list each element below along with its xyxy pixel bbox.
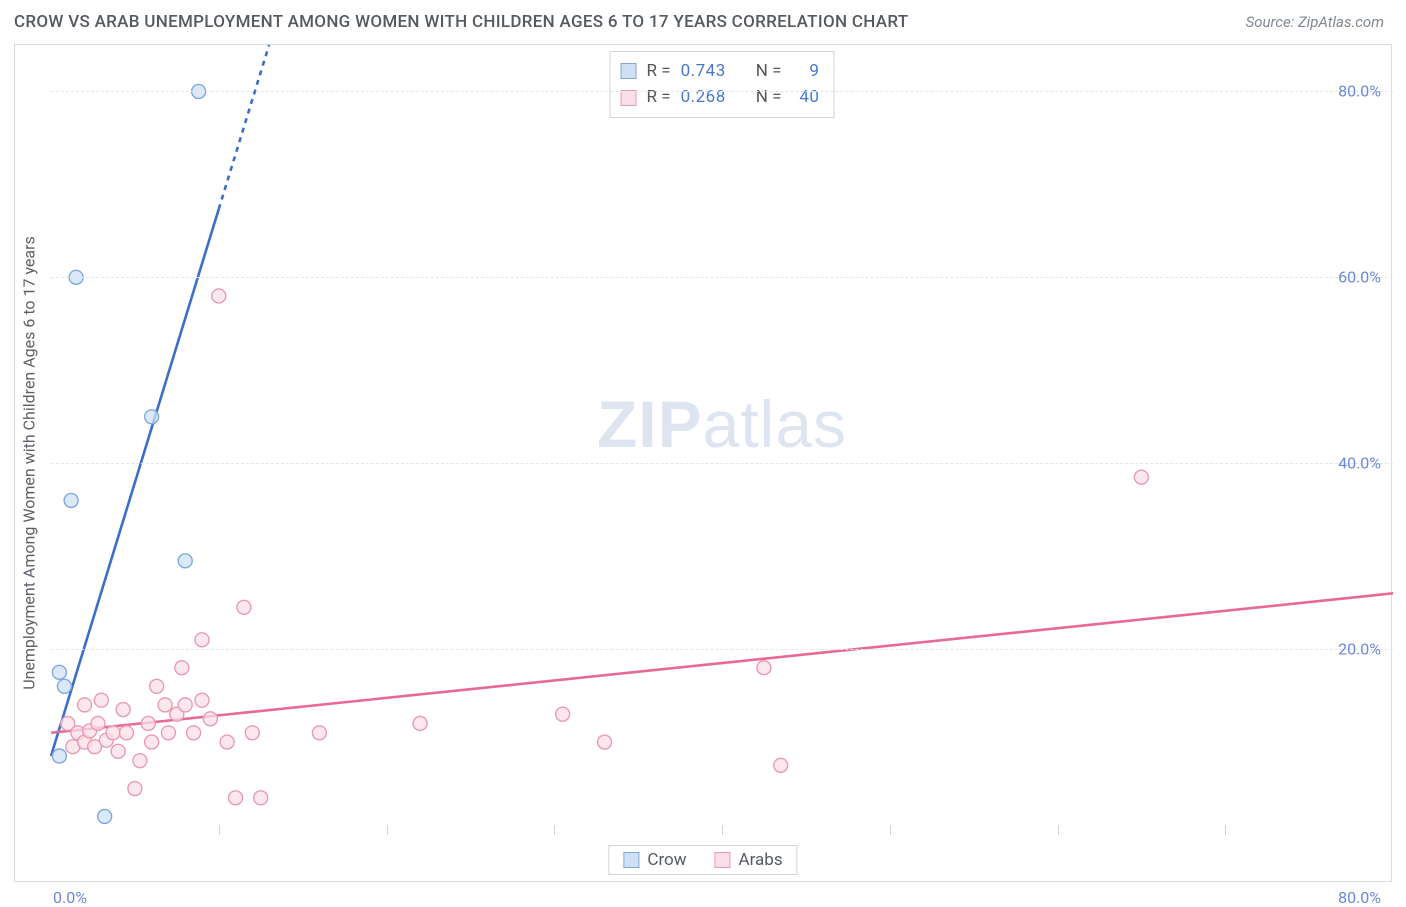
- legend-r-label: R =: [647, 84, 671, 110]
- scatter-point: [64, 493, 78, 507]
- x-minor-tick: [554, 825, 555, 835]
- scatter-point: [91, 716, 105, 730]
- scatter-point: [98, 809, 112, 823]
- scatter-point: [133, 754, 147, 768]
- y-tick-label: 80.0%: [1338, 82, 1387, 101]
- scatter-point: [145, 410, 159, 424]
- scatter-point: [145, 735, 159, 749]
- scatter-point: [237, 600, 251, 614]
- legend-n-label: N =: [756, 58, 782, 84]
- legend-r-label: R =: [647, 58, 671, 84]
- scatter-point: [88, 740, 102, 754]
- y-tick-label: 20.0%: [1338, 640, 1387, 659]
- scatter-point: [229, 791, 243, 805]
- scatter-point: [161, 726, 175, 740]
- legend-row-arabs: R = 0.268 N = 40: [621, 84, 820, 110]
- grid-line: [51, 91, 1393, 92]
- x-tick-min: 0.0%: [53, 888, 87, 907]
- legend-row-crow: R = 0.743 N = 9: [621, 58, 820, 84]
- trend-line: [51, 209, 219, 756]
- scatter-point: [195, 693, 209, 707]
- scatter-point: [94, 693, 108, 707]
- source-credit: Source: ZipAtlas.com: [1246, 13, 1384, 31]
- series-legend: Crow Arabs: [608, 845, 797, 875]
- scatter-point: [78, 735, 92, 749]
- grid-line: [51, 277, 1393, 278]
- plot-area: ZIPatlas R = 0.743 N = 9 R = 0.268 N = 4…: [51, 45, 1393, 835]
- scatter-point: [170, 707, 184, 721]
- scatter-point: [254, 791, 268, 805]
- correlation-legend: R = 0.743 N = 9 R = 0.268 N = 40: [610, 51, 835, 118]
- scatter-point: [158, 698, 172, 712]
- legend-crow-n: 9: [791, 58, 819, 84]
- x-tick-max: 80.0%: [1338, 888, 1381, 907]
- scatter-point: [195, 633, 209, 647]
- x-minor-tick: [890, 825, 891, 835]
- scatter-point: [119, 726, 133, 740]
- scatter-point: [52, 749, 66, 763]
- legend-item-arabs: Arabs: [715, 850, 783, 870]
- y-axis-label: Unemployment Among Women with Children A…: [20, 236, 39, 690]
- scatter-point: [220, 735, 234, 749]
- scatter-svg: [51, 45, 1393, 835]
- scatter-point: [413, 716, 427, 730]
- scatter-point: [78, 698, 92, 712]
- x-minor-tick: [387, 825, 388, 835]
- y-tick-label: 40.0%: [1338, 454, 1387, 473]
- legend-label-arabs: Arabs: [739, 850, 783, 870]
- grid-line: [51, 463, 1393, 464]
- scatter-point: [52, 665, 66, 679]
- scatter-point: [150, 679, 164, 693]
- scatter-point: [1134, 470, 1148, 484]
- page-title: CROW VS ARAB UNEMPLOYMENT AMONG WOMEN WI…: [14, 12, 908, 32]
- scatter-point: [598, 735, 612, 749]
- x-minor-tick: [1225, 825, 1226, 835]
- x-minor-tick: [219, 825, 220, 835]
- scatter-point: [57, 679, 71, 693]
- scatter-point: [61, 716, 75, 730]
- scatter-point: [83, 724, 97, 738]
- scatter-point: [128, 782, 142, 796]
- legend-arabs-r: 0.268: [681, 84, 726, 110]
- grid-line: [51, 649, 1393, 650]
- swatch-crow: [621, 63, 637, 79]
- watermark-light: atlas: [703, 387, 847, 461]
- scatter-point: [757, 661, 771, 675]
- swatch-arabs-bottom: [715, 852, 731, 868]
- chart-container: Unemployment Among Women with Children A…: [14, 44, 1392, 882]
- swatch-crow-bottom: [623, 852, 639, 868]
- scatter-point: [203, 712, 217, 726]
- x-minor-tick: [1058, 825, 1059, 835]
- legend-arabs-n: 40: [791, 84, 819, 110]
- scatter-point: [141, 716, 155, 730]
- scatter-point: [556, 707, 570, 721]
- legend-label-crow: Crow: [647, 850, 686, 870]
- scatter-point: [178, 554, 192, 568]
- x-minor-tick: [722, 825, 723, 835]
- scatter-point: [66, 740, 80, 754]
- scatter-point: [245, 726, 259, 740]
- scatter-point: [106, 726, 120, 740]
- watermark: ZIPatlas: [597, 386, 847, 462]
- watermark-bold: ZIP: [597, 387, 703, 461]
- legend-n-label: N =: [756, 84, 782, 110]
- legend-item-crow: Crow: [623, 850, 686, 870]
- trend-line: [51, 593, 1393, 732]
- scatter-point: [175, 661, 189, 675]
- scatter-point: [212, 289, 226, 303]
- legend-crow-r: 0.743: [681, 58, 726, 84]
- scatter-point: [99, 733, 113, 747]
- trend-line-dashed: [219, 45, 269, 209]
- scatter-point: [111, 744, 125, 758]
- scatter-point: [312, 726, 326, 740]
- scatter-point: [187, 726, 201, 740]
- scatter-point: [178, 698, 192, 712]
- scatter-point: [71, 726, 85, 740]
- y-tick-label: 60.0%: [1338, 268, 1387, 287]
- scatter-point: [774, 758, 788, 772]
- scatter-point: [116, 703, 130, 717]
